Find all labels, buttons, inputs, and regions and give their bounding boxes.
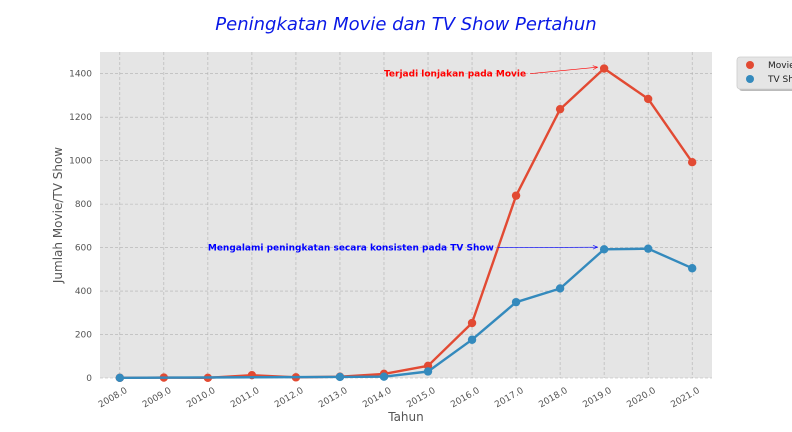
data-point-tv-show xyxy=(555,284,565,293)
data-point-tv-show xyxy=(423,367,433,376)
x-tick-label: 2016.0 xyxy=(449,386,482,411)
grid xyxy=(100,52,712,379)
y-tick-label: 800 xyxy=(75,200,92,210)
data-point-movie xyxy=(599,64,609,73)
annotation-arrow xyxy=(530,66,598,75)
x-tick-label: 2017.0 xyxy=(493,386,526,411)
y-tick-label: 200 xyxy=(75,331,92,341)
chart-title: Peningkatan Movie dan TV Show Pertahun xyxy=(215,14,597,35)
x-tick-label: 2014.0 xyxy=(361,386,394,411)
x-tick-label: 2012.0 xyxy=(273,386,306,411)
x-tick-label: 2010.0 xyxy=(185,386,218,411)
x-tick-label: 2021.0 xyxy=(669,386,702,411)
legend: Movie TV Show xyxy=(736,56,792,91)
x-tick-label: 2008.0 xyxy=(97,386,130,411)
x-tick-label: 2018.0 xyxy=(537,386,570,411)
data-point-movie xyxy=(643,94,653,104)
data-point-tv-show xyxy=(379,372,389,381)
x-tick-label: 2011.0 xyxy=(229,386,262,411)
x-tick-label: 2020.0 xyxy=(625,386,658,411)
data-point-movie xyxy=(687,157,697,167)
y-axis-title: Jumlah Movie/TV Show xyxy=(51,147,65,284)
x-tick-label: 2019.0 xyxy=(581,386,614,411)
x-axis-title: Tahun xyxy=(387,410,424,424)
x-axis-ticks: 2008.0 2009.0 2010.0 2011.0 2012.0 2013.0 2014… xyxy=(97,386,702,411)
annotation-arrowhead xyxy=(592,244,599,250)
annotation-arrowhead xyxy=(592,65,599,70)
data-point-tv-show xyxy=(335,372,345,382)
data-point-movie xyxy=(555,104,565,114)
data-point-tv-show xyxy=(467,335,477,344)
data-point-tv-show xyxy=(643,244,653,253)
data-point-movie xyxy=(467,318,477,328)
x-tick-label: 2015.0 xyxy=(405,386,438,411)
y-axis-ticks: 0 200 400 600 800 1000 1200 1400 xyxy=(69,70,92,384)
series-layer xyxy=(115,64,697,382)
plot-background xyxy=(100,52,712,378)
data-point-tv-show xyxy=(511,297,521,307)
legend-label-tv-show: TV Show xyxy=(767,75,792,85)
y-tick-label: 0 xyxy=(86,374,92,384)
legend-label-movie: Movie xyxy=(768,61,792,71)
annotations: Terjadi lonjakan pada Movie Mengalami pen… xyxy=(208,65,599,254)
y-tick-label: 1000 xyxy=(69,157,92,167)
legend-marker-movie xyxy=(746,61,754,69)
y-tick-label: 600 xyxy=(75,244,92,254)
x-tick-label: 2009.0 xyxy=(141,386,174,411)
y-tick-label: 400 xyxy=(75,287,92,297)
annotation-text: Terjadi lonjakan pada Movie xyxy=(384,70,526,80)
y-tick-label: 1200 xyxy=(69,113,92,123)
data-point-movie xyxy=(511,191,521,200)
data-point-tv-show xyxy=(599,245,609,254)
annotation-text: Mengalami peningkatan secara konsisten p… xyxy=(208,244,494,254)
legend-marker-tv-show xyxy=(746,75,754,83)
data-point-tv-show xyxy=(687,264,697,273)
x-tick-label: 2013.0 xyxy=(317,386,350,411)
data-point-tv-show xyxy=(115,373,125,382)
y-tick-label: 1400 xyxy=(69,70,92,80)
series-line-tv-show xyxy=(119,247,693,379)
